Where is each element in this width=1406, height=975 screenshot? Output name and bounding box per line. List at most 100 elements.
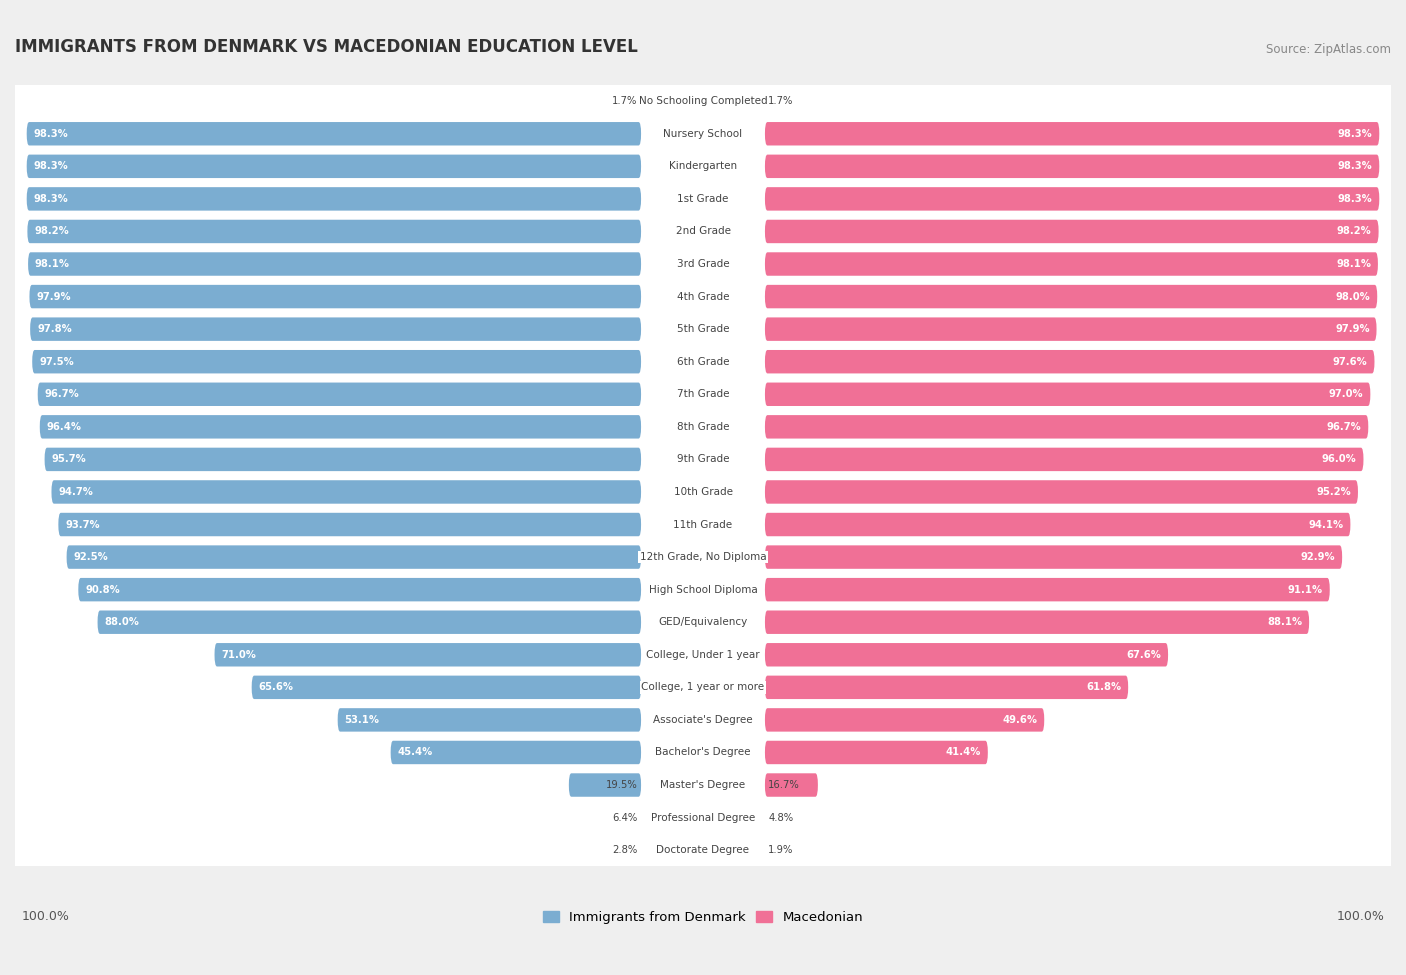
Text: 1.7%: 1.7%	[768, 97, 794, 106]
FancyBboxPatch shape	[765, 773, 818, 797]
FancyBboxPatch shape	[45, 448, 641, 471]
FancyBboxPatch shape	[765, 481, 1358, 504]
FancyBboxPatch shape	[38, 382, 641, 406]
Bar	[15, 443, 1391, 476]
Text: 12th Grade, No Diploma: 12th Grade, No Diploma	[640, 552, 766, 562]
Text: 98.3%: 98.3%	[34, 161, 69, 172]
Text: 92.5%: 92.5%	[73, 552, 108, 562]
Bar	[15, 541, 1391, 573]
Text: 100.0%: 100.0%	[22, 910, 70, 922]
Text: 67.6%: 67.6%	[1126, 649, 1161, 660]
Legend: Immigrants from Denmark, Macedonian: Immigrants from Denmark, Macedonian	[543, 911, 863, 923]
Text: 98.3%: 98.3%	[34, 194, 69, 204]
Text: 97.0%: 97.0%	[1329, 389, 1364, 400]
FancyBboxPatch shape	[765, 741, 988, 764]
Text: 8th Grade: 8th Grade	[676, 422, 730, 432]
FancyBboxPatch shape	[765, 219, 1379, 243]
Bar	[15, 280, 1391, 313]
FancyBboxPatch shape	[765, 578, 1330, 602]
FancyBboxPatch shape	[39, 415, 641, 439]
Bar	[15, 85, 1391, 117]
Bar	[15, 313, 1391, 345]
FancyBboxPatch shape	[765, 708, 1045, 731]
Bar	[15, 704, 1391, 736]
Text: 19.5%: 19.5%	[606, 780, 638, 790]
Text: 96.0%: 96.0%	[1322, 454, 1357, 464]
Text: 94.7%: 94.7%	[58, 487, 93, 497]
FancyBboxPatch shape	[28, 253, 641, 276]
Text: Associate's Degree: Associate's Degree	[654, 715, 752, 724]
FancyBboxPatch shape	[252, 676, 641, 699]
FancyBboxPatch shape	[765, 415, 1368, 439]
Text: 10th Grade: 10th Grade	[673, 487, 733, 497]
Text: 97.9%: 97.9%	[1336, 324, 1369, 334]
Text: 4th Grade: 4th Grade	[676, 292, 730, 301]
Text: Nursery School: Nursery School	[664, 129, 742, 138]
Text: College, 1 year or more: College, 1 year or more	[641, 682, 765, 692]
Text: 96.7%: 96.7%	[1327, 422, 1361, 432]
Bar	[15, 410, 1391, 443]
Text: 88.0%: 88.0%	[104, 617, 139, 627]
Text: 53.1%: 53.1%	[344, 715, 380, 724]
FancyBboxPatch shape	[30, 318, 641, 341]
FancyBboxPatch shape	[32, 350, 641, 373]
Bar	[15, 182, 1391, 215]
Text: 94.1%: 94.1%	[1309, 520, 1344, 529]
FancyBboxPatch shape	[27, 219, 641, 243]
Text: GED/Equivalency: GED/Equivalency	[658, 617, 748, 627]
FancyBboxPatch shape	[27, 187, 641, 211]
FancyBboxPatch shape	[765, 448, 1364, 471]
Text: 1st Grade: 1st Grade	[678, 194, 728, 204]
Text: 6th Grade: 6th Grade	[676, 357, 730, 367]
Text: 98.1%: 98.1%	[35, 259, 70, 269]
FancyBboxPatch shape	[765, 318, 1376, 341]
Text: 5th Grade: 5th Grade	[676, 324, 730, 334]
FancyBboxPatch shape	[97, 610, 641, 634]
FancyBboxPatch shape	[66, 545, 641, 568]
Text: 97.9%: 97.9%	[37, 292, 70, 301]
FancyBboxPatch shape	[765, 382, 1371, 406]
FancyBboxPatch shape	[765, 545, 1343, 568]
FancyBboxPatch shape	[765, 155, 1379, 178]
Bar	[15, 150, 1391, 182]
Text: Bachelor's Degree: Bachelor's Degree	[655, 748, 751, 758]
FancyBboxPatch shape	[765, 644, 1168, 667]
Bar	[15, 508, 1391, 541]
Text: 65.6%: 65.6%	[259, 682, 294, 692]
Text: 96.4%: 96.4%	[46, 422, 82, 432]
Text: 95.7%: 95.7%	[52, 454, 86, 464]
Text: 71.0%: 71.0%	[221, 649, 256, 660]
FancyBboxPatch shape	[391, 741, 641, 764]
FancyBboxPatch shape	[27, 155, 641, 178]
Text: 96.7%: 96.7%	[45, 389, 79, 400]
FancyBboxPatch shape	[765, 253, 1378, 276]
Text: 98.2%: 98.2%	[1337, 226, 1372, 237]
Bar	[15, 378, 1391, 410]
Bar	[15, 801, 1391, 834]
FancyBboxPatch shape	[27, 122, 641, 145]
FancyBboxPatch shape	[30, 285, 641, 308]
Text: 7th Grade: 7th Grade	[676, 389, 730, 400]
Bar	[15, 639, 1391, 671]
Text: 90.8%: 90.8%	[86, 585, 120, 595]
Bar	[15, 605, 1391, 639]
Bar	[15, 573, 1391, 605]
Text: Doctorate Degree: Doctorate Degree	[657, 845, 749, 855]
FancyBboxPatch shape	[765, 513, 1350, 536]
Text: 41.4%: 41.4%	[946, 748, 981, 758]
Text: 1.7%: 1.7%	[612, 97, 638, 106]
Text: 98.2%: 98.2%	[34, 226, 69, 237]
FancyBboxPatch shape	[765, 122, 1379, 145]
Text: 6.4%: 6.4%	[613, 812, 638, 823]
Text: No Schooling Completed: No Schooling Completed	[638, 97, 768, 106]
Text: 98.3%: 98.3%	[1337, 129, 1372, 138]
Text: 97.8%: 97.8%	[37, 324, 72, 334]
Text: Master's Degree: Master's Degree	[661, 780, 745, 790]
Text: 97.6%: 97.6%	[1333, 357, 1368, 367]
Bar	[15, 768, 1391, 801]
FancyBboxPatch shape	[765, 285, 1378, 308]
Text: 98.3%: 98.3%	[34, 129, 69, 138]
Bar	[15, 834, 1391, 867]
FancyBboxPatch shape	[79, 578, 641, 602]
Bar	[15, 671, 1391, 704]
